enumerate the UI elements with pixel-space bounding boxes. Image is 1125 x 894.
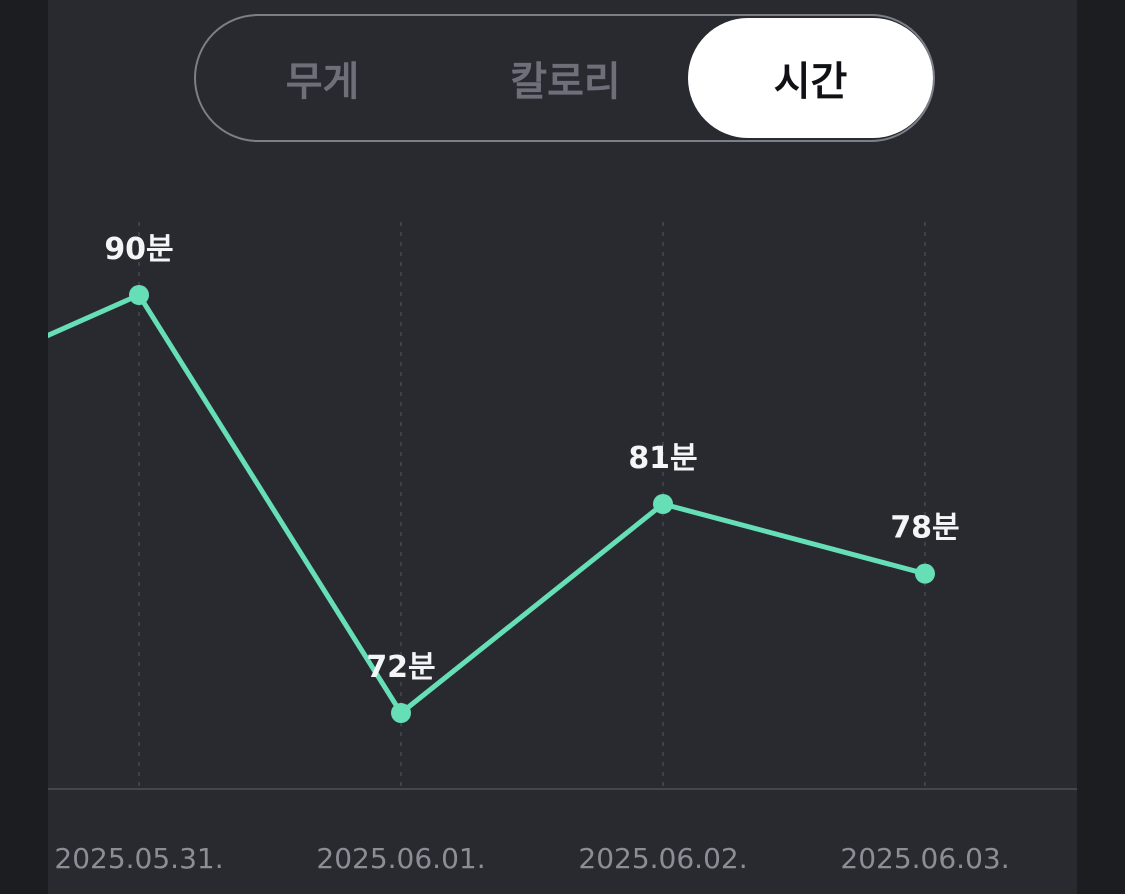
data-label: 78분: [890, 511, 959, 546]
data-label: 81분: [628, 441, 697, 476]
chart-panel: [48, 0, 1077, 894]
data-label: 90분: [104, 232, 173, 267]
data-point[interactable]: [915, 563, 935, 584]
tab-weight[interactable]: 무게: [285, 59, 360, 105]
data-point[interactable]: [653, 494, 673, 514]
tab-calories[interactable]: 칼로리: [510, 59, 621, 105]
x-tick-label: 2025.06.03.: [840, 842, 1009, 875]
data-point[interactable]: [129, 285, 149, 305]
data-label: 72분: [366, 650, 435, 685]
data-point[interactable]: [391, 703, 411, 723]
x-tick-label: 2025.06.02.: [578, 842, 747, 875]
x-tick-label: 2025.05.31.: [54, 842, 223, 875]
metric-segmented-control: 무게 칼로리 시간: [194, 14, 935, 142]
x-tick-label: 2025.06.01.: [316, 842, 485, 875]
tab-time[interactable]: 시간: [688, 18, 933, 138]
